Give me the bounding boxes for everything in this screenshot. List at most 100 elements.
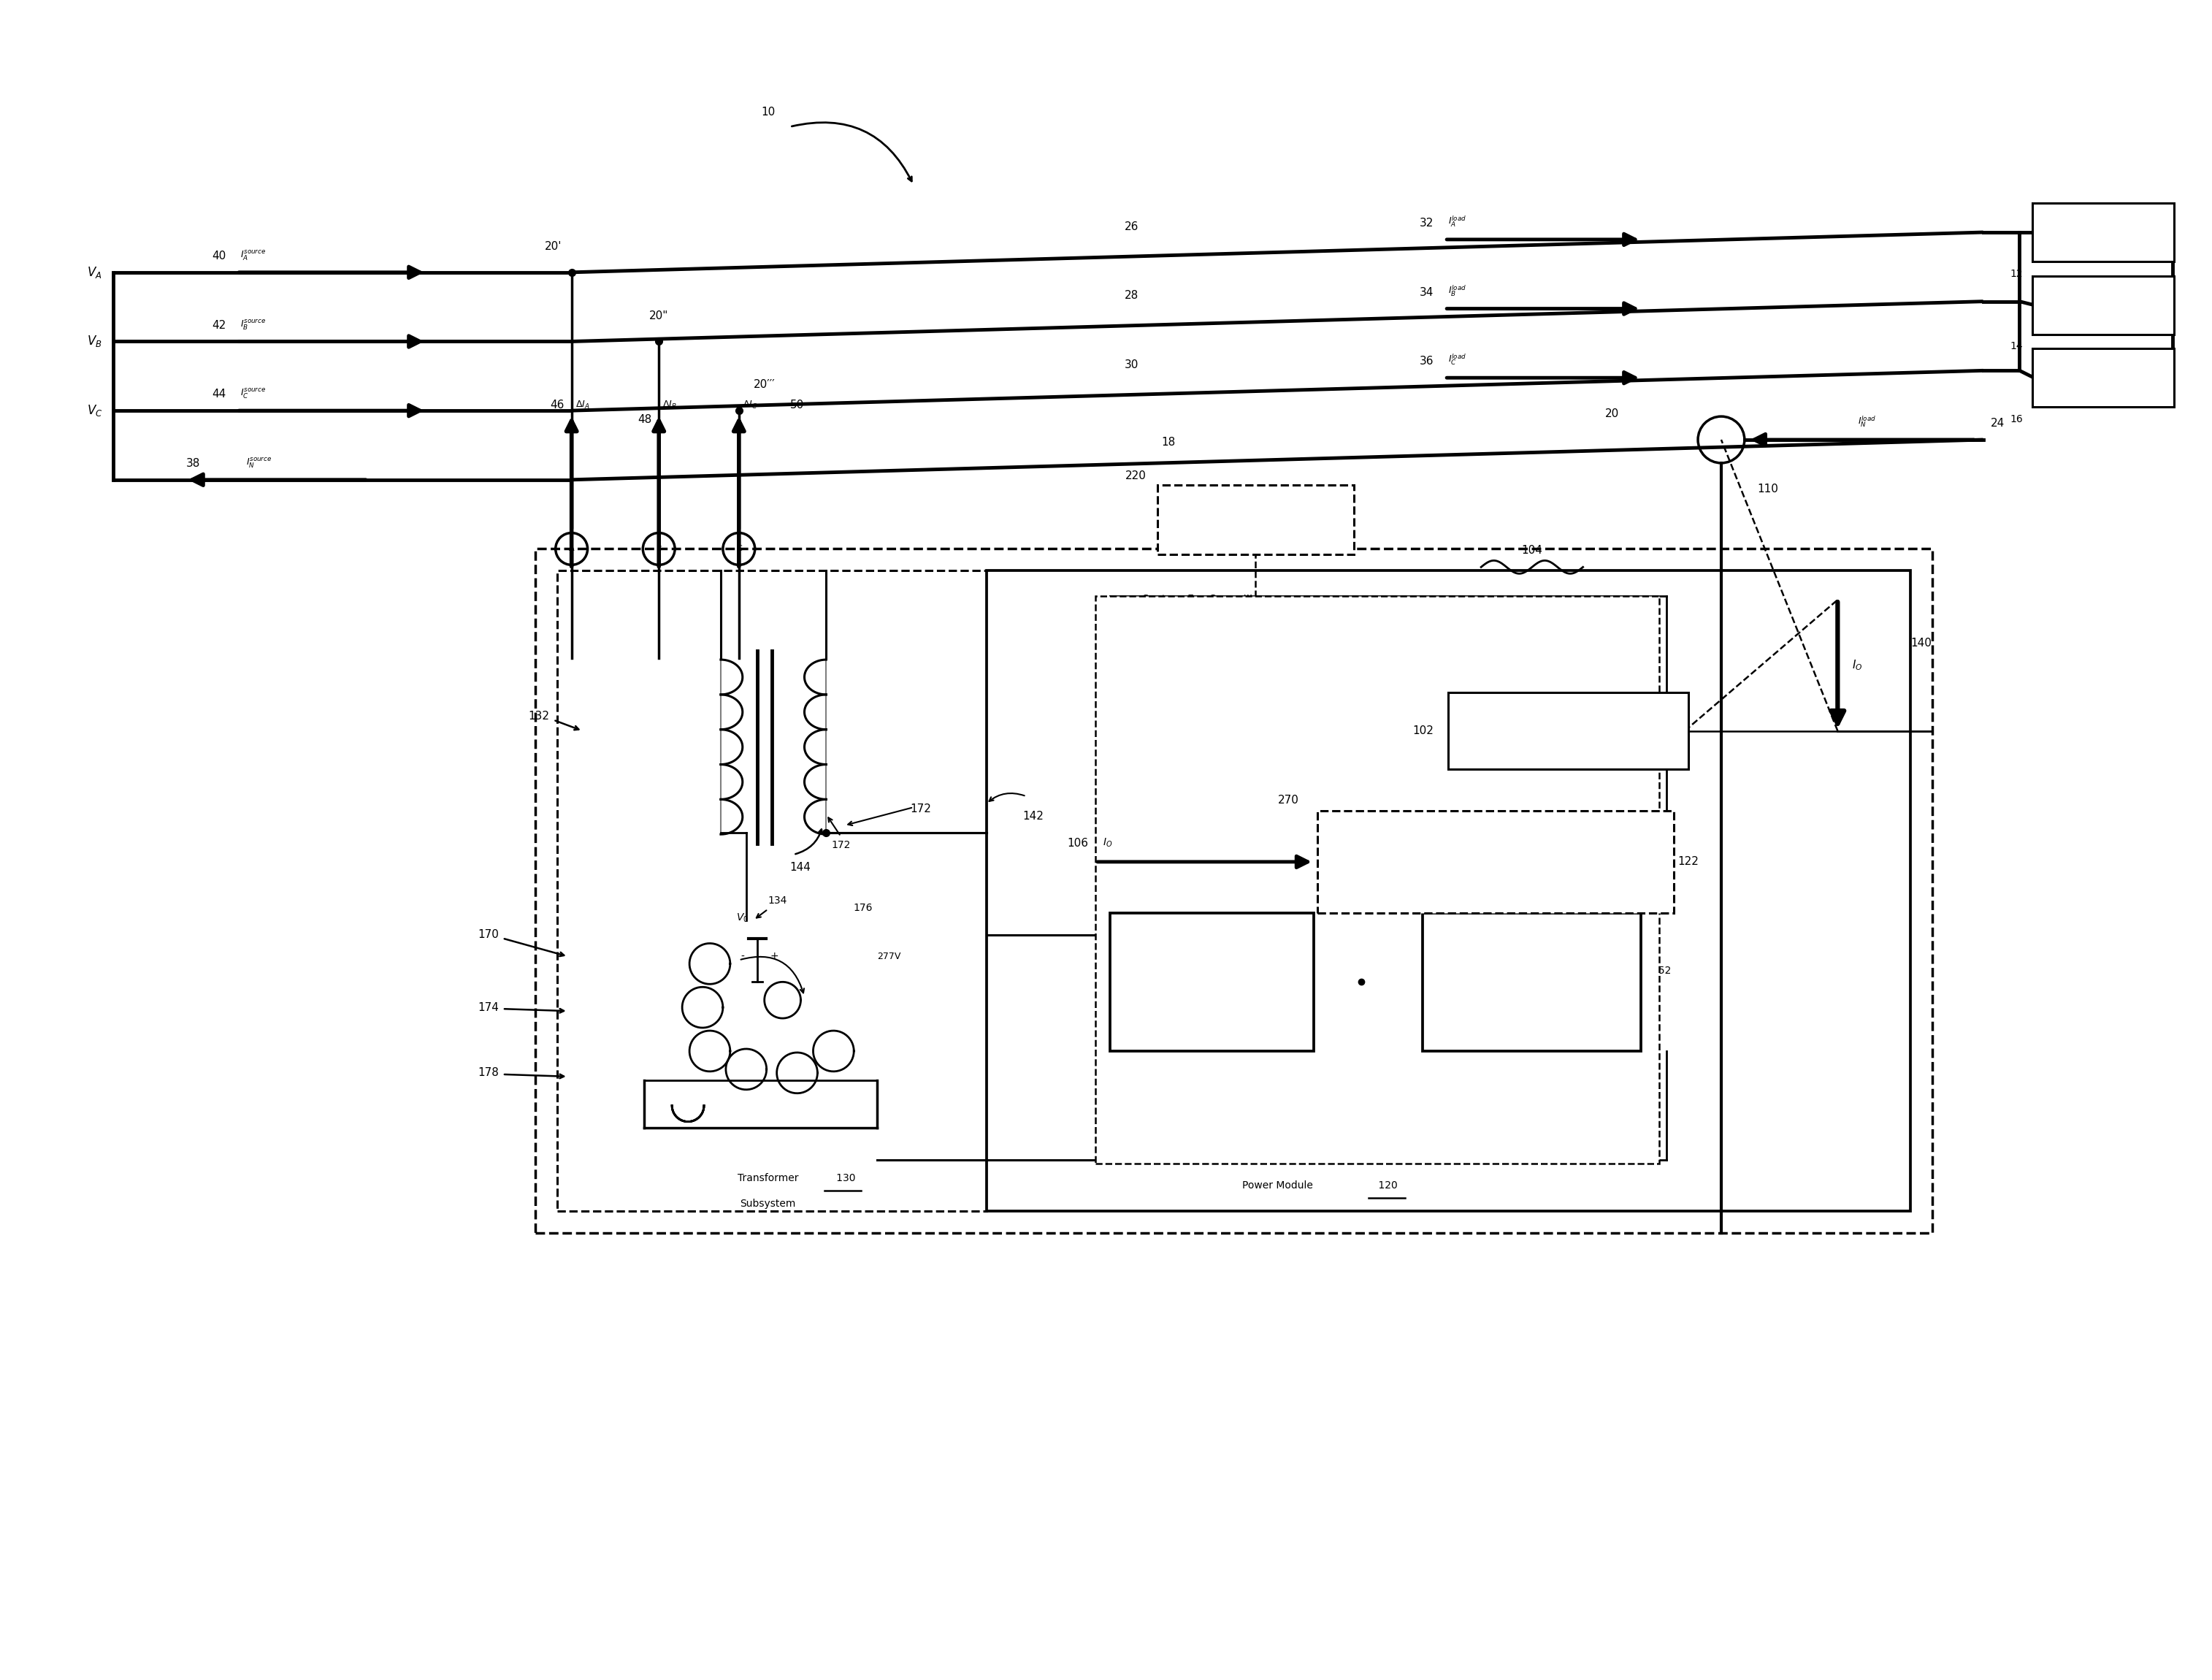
FancyBboxPatch shape xyxy=(1449,692,1688,769)
Text: 48: 48 xyxy=(637,415,653,425)
Text: 176: 176 xyxy=(854,902,872,912)
Text: 26: 26 xyxy=(1124,222,1139,232)
Text: 174: 174 xyxy=(478,1001,498,1013)
FancyBboxPatch shape xyxy=(1157,486,1354,554)
Text: C: C xyxy=(737,546,741,553)
Text: 18: 18 xyxy=(1161,437,1175,449)
Text: AC: AC xyxy=(1203,954,1221,966)
Text: Subsystem: Subsystem xyxy=(741,1200,796,1210)
Text: $I_C^{load}$: $I_C^{load}$ xyxy=(1449,353,1467,366)
Text: System For Cancelling: System For Cancelling xyxy=(1141,595,1267,605)
Text: $I_O$: $I_O$ xyxy=(1104,837,1113,848)
FancyBboxPatch shape xyxy=(2033,203,2174,262)
FancyBboxPatch shape xyxy=(1422,912,1641,1052)
Text: $I_A^{source}$: $I_A^{source}$ xyxy=(241,249,265,262)
Text: Power Module: Power Module xyxy=(1241,1181,1312,1191)
Text: 277V: 277V xyxy=(878,951,900,961)
Text: 20′′′: 20′′′ xyxy=(754,380,774,390)
Text: 110: 110 xyxy=(1759,484,1778,494)
Text: 178: 178 xyxy=(478,1067,498,1079)
Text: 270: 270 xyxy=(1279,795,1298,805)
Text: 10: 10 xyxy=(761,108,774,118)
Text: Load: Load xyxy=(2088,299,2119,311)
Text: 24: 24 xyxy=(1991,418,2004,428)
Text: $I_O$: $I_O$ xyxy=(1851,659,1863,672)
Text: $I_B^{source}$: $I_B^{source}$ xyxy=(241,318,265,331)
Text: 46: 46 xyxy=(551,400,564,410)
Text: -: - xyxy=(741,951,743,961)
Text: 134: 134 xyxy=(768,895,787,906)
Text: 166: 166 xyxy=(1201,1068,1221,1080)
Text: 130: 130 xyxy=(827,1173,856,1183)
FancyBboxPatch shape xyxy=(1095,596,1659,1164)
Text: $\Delta I_A$: $\Delta I_A$ xyxy=(575,400,591,410)
Text: Load: Load xyxy=(2088,227,2119,239)
Text: Controller: Controller xyxy=(1542,726,1595,736)
Text: $\Delta I_C$: $\Delta I_C$ xyxy=(743,400,757,410)
Text: 104: 104 xyxy=(1522,546,1542,556)
Text: $V_0$: $V_0$ xyxy=(737,912,748,924)
FancyBboxPatch shape xyxy=(2033,349,2174,407)
FancyBboxPatch shape xyxy=(1318,811,1674,912)
Text: DC: DC xyxy=(1203,998,1221,1010)
Text: 172: 172 xyxy=(911,803,931,815)
Text: 122: 122 xyxy=(1677,857,1699,867)
Text: $\Delta I_B$: $\Delta I_B$ xyxy=(664,400,677,410)
Text: 38: 38 xyxy=(186,459,201,469)
Text: $I_A^{load}$: $I_A^{load}$ xyxy=(1449,215,1467,228)
Text: 100: 100 xyxy=(1239,674,1259,684)
Text: 106: 106 xyxy=(1066,838,1088,848)
Text: 14: 14 xyxy=(2011,341,2024,351)
Text: 44: 44 xyxy=(212,388,226,400)
Text: 132: 132 xyxy=(529,711,551,722)
Text: 168: 168 xyxy=(1425,874,1444,884)
Text: 120: 120 xyxy=(1376,1181,1398,1191)
FancyBboxPatch shape xyxy=(557,571,987,1211)
Text: 220: 220 xyxy=(1126,470,1146,482)
Text: 30: 30 xyxy=(1124,360,1139,370)
FancyBboxPatch shape xyxy=(2033,276,2174,334)
Text: $V_A$: $V_A$ xyxy=(86,265,102,279)
Text: +: + xyxy=(770,951,779,961)
Text: 144: 144 xyxy=(790,862,812,874)
Text: 152: 152 xyxy=(1652,966,1672,976)
Text: 162: 162 xyxy=(1148,892,1168,902)
FancyBboxPatch shape xyxy=(987,571,1911,1211)
Text: 160: 160 xyxy=(1318,1068,1336,1080)
Text: 42: 42 xyxy=(212,319,226,331)
Text: Fault: Fault xyxy=(1484,842,1509,852)
Text: 142: 142 xyxy=(1022,811,1044,822)
Text: 50: 50 xyxy=(790,400,803,410)
Text: Transformer: Transformer xyxy=(737,1173,799,1183)
Text: A: A xyxy=(568,546,575,553)
Text: 140: 140 xyxy=(1911,638,1931,648)
Text: 102: 102 xyxy=(1413,726,1433,736)
Text: Message: Message xyxy=(1230,514,1281,526)
Text: 16: 16 xyxy=(2011,415,2024,425)
Text: $I_C^{source}$: $I_C^{source}$ xyxy=(241,386,265,400)
Text: 28: 28 xyxy=(1124,291,1139,301)
Text: 12: 12 xyxy=(2011,269,2024,279)
Text: 36: 36 xyxy=(1420,356,1433,366)
Text: 172: 172 xyxy=(832,840,849,850)
Text: Detection Module: Detection Module xyxy=(1451,872,1540,882)
Text: 20": 20" xyxy=(650,311,668,321)
FancyBboxPatch shape xyxy=(1110,912,1314,1052)
Text: 32: 32 xyxy=(1420,218,1433,228)
Text: 34: 34 xyxy=(1420,287,1433,297)
Text: $I_B^{load}$: $I_B^{load}$ xyxy=(1449,284,1467,297)
Text: 154: 154 xyxy=(1652,892,1672,902)
Text: $I_N^{load}$: $I_N^{load}$ xyxy=(1858,415,1876,428)
Text: 170: 170 xyxy=(478,929,498,941)
Text: $V_C$: $V_C$ xyxy=(86,403,102,418)
Text: 164: 164 xyxy=(1119,874,1137,884)
Text: 150: 150 xyxy=(1464,892,1484,902)
Text: Neutral Currents: Neutral Currents xyxy=(1159,630,1252,642)
FancyBboxPatch shape xyxy=(535,549,1933,1233)
Text: AC: AC xyxy=(1524,998,1540,1010)
Text: Load: Load xyxy=(2088,373,2119,383)
Text: $I_N^{source}$: $I_N^{source}$ xyxy=(246,455,272,469)
Text: 20: 20 xyxy=(1606,408,1619,420)
Text: B: B xyxy=(657,546,661,553)
Text: DC: DC xyxy=(1524,954,1542,966)
